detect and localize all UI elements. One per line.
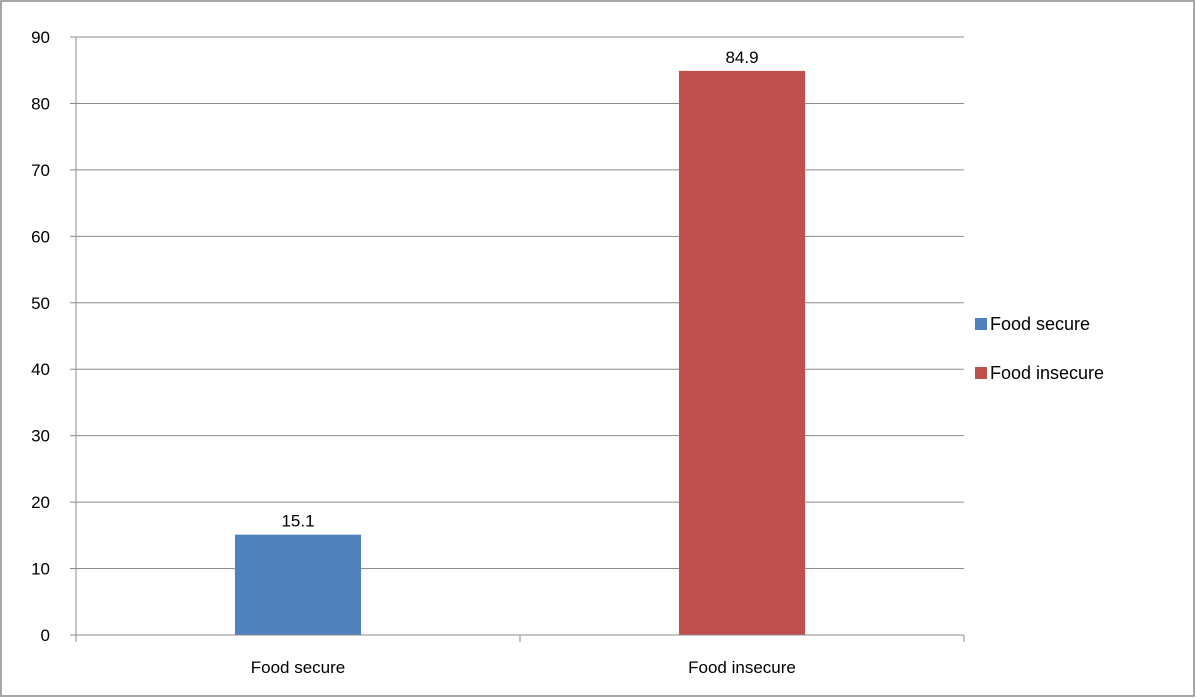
y-tick-label: 20 [31,493,50,512]
bar [678,70,806,636]
data-label: 15.1 [281,512,314,531]
x-tick-label: Food insecure [688,658,796,677]
bar [234,534,362,635]
legend-label: Food secure [990,314,1090,334]
y-tick-label: 30 [31,427,50,446]
y-tick-label: 70 [31,161,50,180]
y-tick-label: 0 [41,626,50,645]
x-tick-label: Food secure [251,658,346,677]
legend: Food secure Food insecure [975,314,1104,383]
y-tick-label: 80 [31,94,50,113]
bars [234,70,806,636]
data-label: 84.9 [725,48,758,67]
y-tick-label: 40 [31,360,50,379]
y-tick-label: 90 [31,28,50,47]
y-tick-label: 10 [31,560,50,579]
axes: 0 10 20 30 40 50 60 70 80 90 Food secure Food insec… [31,28,965,677]
data-labels: 15.1 84.9 [281,48,758,531]
legend-label: Food insecure [990,363,1104,383]
y-tick-label: 60 [31,227,50,246]
legend-swatch [975,367,987,379]
legend-swatch [975,318,987,330]
gridlines [76,36,964,570]
y-tick-label: 50 [31,294,50,313]
